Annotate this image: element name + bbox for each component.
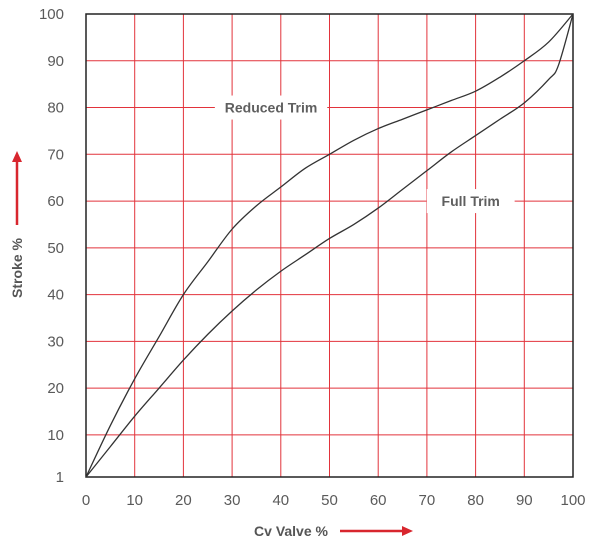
series-line-reduced-trim <box>85 13 574 478</box>
y-axis-arrow <box>12 151 22 225</box>
y-arrow-head <box>12 151 22 162</box>
y-tick-label: 70 <box>47 146 64 163</box>
y-tick-labels: 1 10 20 30 40 50 60 70 80 90 100 <box>39 6 64 486</box>
y-tick-label: 1 <box>56 469 64 486</box>
x-tick-label: 70 <box>419 492 436 509</box>
annotations: Reduced Trim Full Trim <box>214 95 515 214</box>
x-tick-label: 90 <box>516 492 533 509</box>
x-tick-label: 0 <box>82 492 90 509</box>
vertical-gridlines <box>134 14 525 477</box>
horizontal-gridlines <box>86 60 573 436</box>
x-tick-labels: 0 10 20 30 40 50 60 70 80 90 100 <box>82 492 586 509</box>
x-tick-label: 60 <box>370 492 387 509</box>
y-tick-label: 80 <box>47 100 64 117</box>
y-tick-label: 30 <box>47 333 64 350</box>
y-tick-label: 10 <box>47 427 64 444</box>
x-arrow-head <box>402 526 413 536</box>
plot-frame <box>85 13 574 478</box>
y-tick-label: 50 <box>47 240 64 257</box>
y-tick-label: 90 <box>47 53 64 70</box>
x-axis-arrow <box>340 526 413 536</box>
y-tick-label: 40 <box>47 287 64 304</box>
x-tick-label: 50 <box>321 492 338 509</box>
annotation-label: Reduced Trim <box>225 100 318 116</box>
x-axis-title: Cv Valve % <box>254 523 328 539</box>
x-tick-label: 20 <box>175 492 192 509</box>
annotation-backdrop <box>426 189 515 214</box>
x-tick-label: 10 <box>126 492 143 509</box>
x-tick-label: 100 <box>560 492 585 509</box>
x-tick-label: 30 <box>224 492 241 509</box>
series-lines <box>85 13 574 478</box>
annotation-label: Full Trim <box>442 193 500 209</box>
y-tick-label: 60 <box>47 193 64 210</box>
annotation-backdrop <box>214 95 328 120</box>
x-tick-label: 80 <box>467 492 484 509</box>
y-axis-title: Stroke % <box>9 237 25 297</box>
series-line-full-trim <box>85 13 574 478</box>
y-tick-label: 20 <box>47 380 64 397</box>
y-tick-label: 100 <box>39 6 64 23</box>
x-tick-label: 40 <box>272 492 289 509</box>
